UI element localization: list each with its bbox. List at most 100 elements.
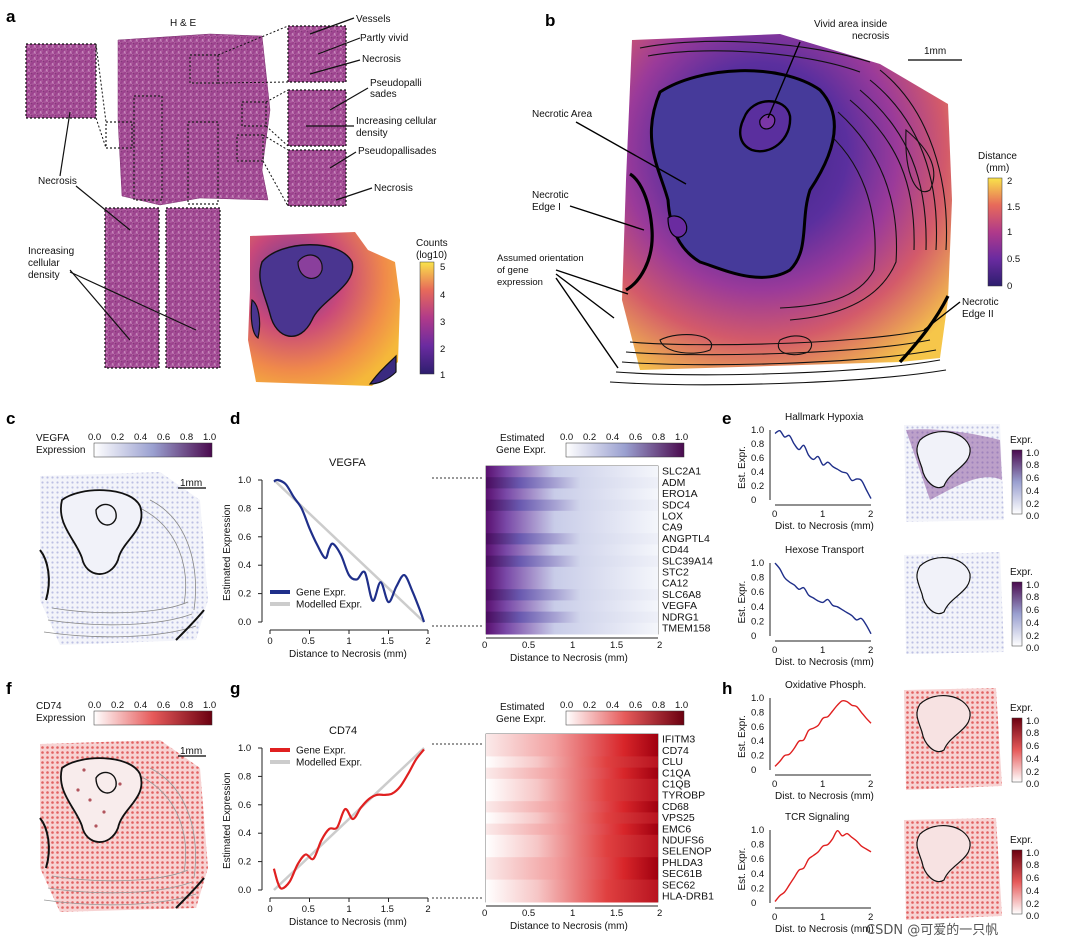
inset-strip2 [165,207,221,369]
distance-tick: 1 [1007,227,1012,238]
y-axis-label: Est. Expr. [737,715,748,758]
f-tick: 1.0 [203,700,216,711]
chart-title: Hexose Transport [785,545,864,556]
gene-label: C1QA [662,767,691,779]
he-box-strip1 [133,95,163,201]
e-cbar-ticks-2: 1.0 0.8 0.6 0.4 0.2 0.0 [1026,580,1039,654]
y-axis-label: Est. Expr. [737,848,748,891]
x-tick-label: 1.5 [381,636,394,647]
heatmap-row [486,578,658,590]
y-axis-label: Est. Expr. [737,581,748,624]
x-tick-label: 0 [267,904,272,915]
watermark: CSDN @可爱的一只帆 [866,922,998,938]
c-necrosis-contour [60,489,143,575]
heatmap-row [486,734,658,746]
heatmap-row [486,499,658,512]
f-title-1: CD74 [36,701,62,712]
y-tick-label: 0.2 [751,751,764,762]
annot-vessels: Vessels [356,14,390,25]
g-heat-tick: 0.8 [652,700,665,711]
annot-orient-2: of gene [497,265,529,276]
annot-necrosis-left: Necrosis [38,176,77,187]
d-heat-tick: 0.6 [629,432,642,443]
y-tick-label: 1.0 [238,475,251,486]
y-tick-label: 1.0 [751,825,764,836]
counts-tick: 2 [440,344,445,355]
heatmap-row [486,510,658,523]
heatmap-row [486,756,658,769]
svg-text:0.6: 0.6 [1026,605,1039,616]
annot-left-density2: cellular [28,258,60,269]
gene-label: CD74 [662,745,689,757]
gene-label: CA12 [662,578,688,590]
c-tick: 0.4 [134,432,147,443]
panel-d: VEGFA 0 0.5 1 1.5 2 0.0 0.2 0.4 0.6 0.8 1.0 Distance… [222,432,713,664]
heatmap-row [486,890,658,903]
inset-top-right [287,25,347,83]
heatmap-row [486,589,658,601]
heatmap-row [486,834,658,847]
gene-label: CD44 [662,544,689,556]
d-heat-tick: 0.0 [560,432,573,443]
annot-orient-1: Assumed orientation [497,253,584,264]
y-tick-label: 0.4 [751,736,764,747]
gene-label: EMC6 [662,823,691,835]
y-tick-label: 0.8 [751,439,764,450]
heatmap-row [486,846,658,858]
heatmap-row [486,801,658,813]
d-heatmap: SLC2A1ADMERO1ASDC4LOXCA9ANGPTL4CD44SLC39… [485,465,713,639]
y-axis-label: Estimated Expression [222,772,233,869]
annot-orient-3: expression [497,277,543,288]
distance-contours [609,40,948,386]
heatmap-row [486,533,658,545]
annot-necrosis-right: Necrosis [374,183,413,194]
heatmap-row [486,745,658,757]
annot-necrosis-top: Necrosis [362,54,401,65]
svg-text:1.5: 1.5 [610,640,623,651]
y-tick-label: 0.6 [751,722,764,733]
g-heat-xticks: 0 0.5 1 1.5 2 [482,908,662,919]
y-tick-label: 0 [751,495,756,506]
he-tissue [117,33,271,206]
y-tick-label: 0.8 [238,771,251,782]
annot-arrows-a [59,17,373,341]
inset-low-right [287,149,347,207]
counts-tick: 5 [440,262,445,273]
h-expr-label-2: Expr. [1010,835,1033,846]
series-gene-expr [272,748,425,890]
x-tick-label: 1 [820,779,825,790]
y-tick-label: 0.0 [238,885,251,896]
d-heat-xticks: 0 0.5 1 1.5 2 [482,640,662,651]
panel-label-c: c [6,409,15,428]
y-tick-label: 0.6 [751,453,764,464]
d-heat-tick: 0.2 [583,432,596,443]
svg-text:0.2: 0.2 [1026,631,1039,642]
gene-label: TMEM158 [662,623,711,635]
inset-strip1 [104,207,160,369]
gene-label: LOX [662,511,683,523]
heatmap-row [486,778,658,791]
d-heat-colorbar [565,442,685,458]
svg-text:0: 0 [482,640,487,651]
g-heat-title-1: Estimated [500,702,544,713]
y-tick-label: 0.8 [238,503,251,514]
gene-label: ANGPTL4 [662,533,710,545]
c-title-2: Expression [36,445,85,456]
heatmap-row [486,790,658,802]
g-heat-colorbar [565,710,685,726]
heatmap-row [486,477,658,489]
y-tick-label: 0.8 [751,840,764,851]
gene-label: SEC61B [662,868,702,880]
g-heat-tick: 0.4 [606,700,619,711]
x-axis-label: Dist. to Necrosis (mm) [775,924,874,935]
d-heat-title-2: Gene Expr. [496,445,546,456]
svg-text:1.0: 1.0 [1026,448,1039,459]
c-scale: 1mm [180,478,202,489]
c-ticks: 0.0 0.2 0.4 0.6 0.8 1.0 [88,432,216,443]
x-tick-label: 0.5 [302,636,315,647]
svg-text:2: 2 [657,640,662,651]
annot-necrotic-area: Necrotic Area [532,109,592,120]
annot-vivid-2: necrosis [852,31,889,42]
panel-g: CD74 0 0.5 1 1.5 2 0.0 0.2 0.4 0.6 0.8 1.0 Distance … [222,700,714,932]
x-tick-label: 1 [346,636,351,647]
